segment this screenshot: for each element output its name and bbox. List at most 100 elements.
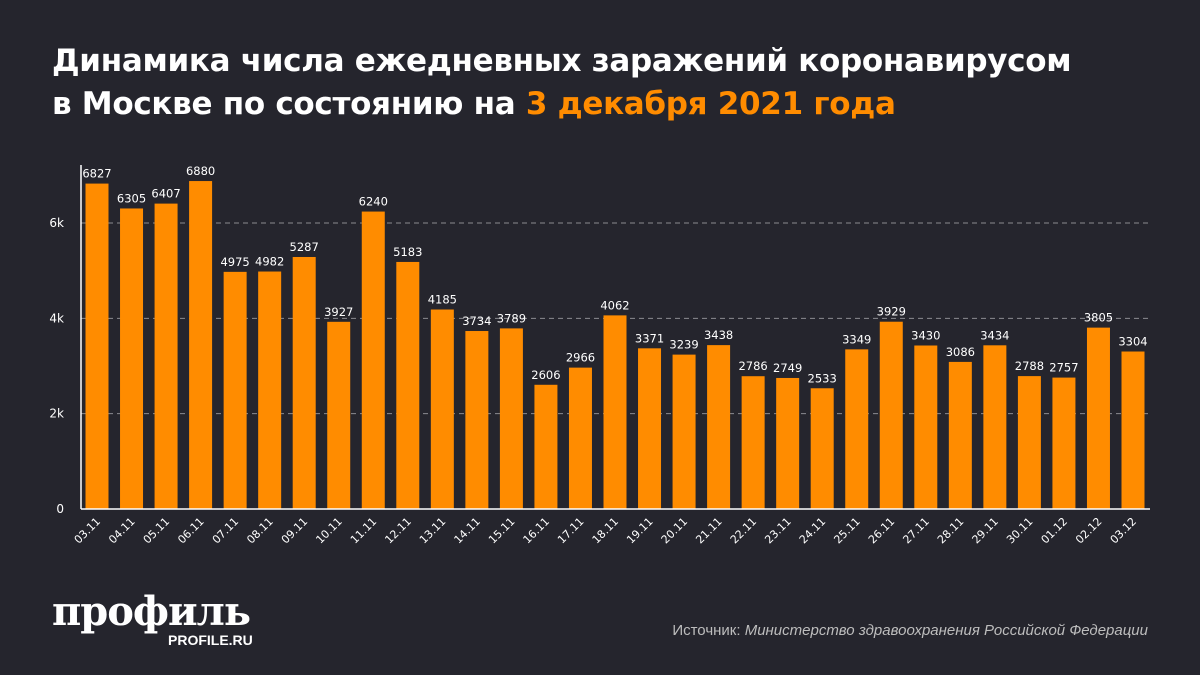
data-label: 3789 xyxy=(497,311,526,325)
bar xyxy=(810,388,834,509)
bar xyxy=(1017,376,1041,509)
x-tick-label: 18.11 xyxy=(590,515,621,546)
x-tick-label: 22.11 xyxy=(728,515,759,546)
bar xyxy=(776,377,800,509)
x-tick-label: 16.11 xyxy=(521,515,552,546)
logo-site: PROFILE.RU xyxy=(168,632,253,648)
bar xyxy=(223,271,247,509)
x-tick-label: 19.11 xyxy=(624,515,655,546)
x-tick-label: 08.11 xyxy=(244,515,275,546)
bar xyxy=(672,354,696,509)
bar xyxy=(707,345,731,509)
y-tick-label: 4k xyxy=(49,311,64,325)
bar xyxy=(430,309,454,509)
x-tick-label: 26.11 xyxy=(866,515,897,546)
bar xyxy=(603,315,627,509)
source-text: Министерство здравоохранения Российской … xyxy=(744,622,1148,639)
x-tick-label: 13.11 xyxy=(417,515,448,546)
x-tick-label: 05.11 xyxy=(141,515,172,546)
data-label: 3434 xyxy=(980,328,1009,342)
bar xyxy=(85,183,109,510)
bar xyxy=(534,384,558,509)
data-label: 2786 xyxy=(738,359,767,373)
bar xyxy=(568,367,592,509)
title-date: 3 декабря 2021 года xyxy=(525,86,896,122)
data-label: 3349 xyxy=(842,332,871,346)
bar xyxy=(499,328,523,509)
data-label: 3438 xyxy=(704,328,733,342)
x-tick-label: 09.11 xyxy=(279,515,310,546)
bar xyxy=(361,211,385,509)
x-tick-label: 12.11 xyxy=(382,515,413,546)
x-tick-label: 23.11 xyxy=(762,515,793,546)
data-label: 5183 xyxy=(393,245,422,259)
x-tick-label: 21.11 xyxy=(693,515,724,546)
x-tick-label: 28.11 xyxy=(935,515,966,546)
data-label: 3371 xyxy=(635,331,664,345)
bar xyxy=(948,361,972,509)
source-note: Источник: Министерство здравоохранения Р… xyxy=(672,622,1148,639)
x-tick-label: 07.11 xyxy=(210,515,241,546)
data-label: 2749 xyxy=(773,361,802,375)
bar xyxy=(465,331,489,509)
x-tick-label: 27.11 xyxy=(900,515,931,546)
title-line-2: в Москве по состоянию на 3 декабря 2021 … xyxy=(52,83,1071,126)
x-tick-label: 04.11 xyxy=(106,515,137,546)
data-label: 3805 xyxy=(1084,311,1113,325)
bar xyxy=(258,271,282,509)
data-label: 3927 xyxy=(324,305,353,319)
data-label: 3086 xyxy=(946,345,975,359)
x-tick-label: 03.11 xyxy=(72,515,103,546)
x-tick-label: 25.11 xyxy=(831,515,862,546)
data-label: 2606 xyxy=(531,368,560,382)
data-label: 6240 xyxy=(359,195,388,209)
title-line-1: Динамика числа ежедневных заражений коро… xyxy=(52,43,1072,79)
bar xyxy=(845,349,869,509)
title-prefix: в Москве по состоянию на xyxy=(52,86,526,122)
bar xyxy=(1052,377,1076,509)
y-tick-label: 2k xyxy=(49,407,64,421)
x-tick-label: 29.11 xyxy=(970,515,1001,546)
y-tick-label: 0 xyxy=(56,502,64,516)
bar xyxy=(879,321,903,509)
bar xyxy=(1086,327,1110,509)
x-tick-label: 10.11 xyxy=(313,515,344,546)
x-tick-label: 30.11 xyxy=(1004,515,1035,546)
data-label: 2533 xyxy=(808,371,837,385)
x-tick-label: 14.11 xyxy=(452,515,483,546)
x-tick-label: 17.11 xyxy=(555,515,586,546)
data-label: 3734 xyxy=(462,314,491,328)
data-label: 4975 xyxy=(220,255,249,269)
data-label: 2966 xyxy=(566,351,595,365)
data-label: 5287 xyxy=(290,240,319,254)
x-tick-label: 06.11 xyxy=(175,515,206,546)
data-label: 4062 xyxy=(600,298,629,312)
data-label: 2757 xyxy=(1049,361,1078,375)
data-label: 3239 xyxy=(669,338,698,352)
bar xyxy=(396,261,420,509)
data-label: 6827 xyxy=(82,167,111,181)
bar xyxy=(638,348,662,509)
y-tick-label: 6k xyxy=(49,216,64,230)
bar xyxy=(983,345,1007,509)
x-tick-label: 20.11 xyxy=(659,515,690,546)
x-tick-label: 15.11 xyxy=(486,515,517,546)
data-label: 4185 xyxy=(428,293,457,307)
bar xyxy=(292,256,316,509)
bar xyxy=(154,203,178,509)
bar xyxy=(1121,351,1145,509)
bar xyxy=(741,376,765,509)
data-label: 3929 xyxy=(877,305,906,319)
source-label: Источник: xyxy=(672,622,745,639)
bar xyxy=(120,208,144,509)
data-label: 6407 xyxy=(151,187,180,201)
bar xyxy=(914,345,938,509)
x-tick-label: 24.11 xyxy=(797,515,828,546)
data-label: 3304 xyxy=(1118,335,1147,349)
data-label: 6880 xyxy=(186,164,215,178)
bar xyxy=(189,181,213,509)
data-label: 2788 xyxy=(1015,359,1044,373)
data-label: 4982 xyxy=(255,255,284,269)
chart-title: Динамика числа ежедневных заражений коро… xyxy=(52,40,1072,126)
